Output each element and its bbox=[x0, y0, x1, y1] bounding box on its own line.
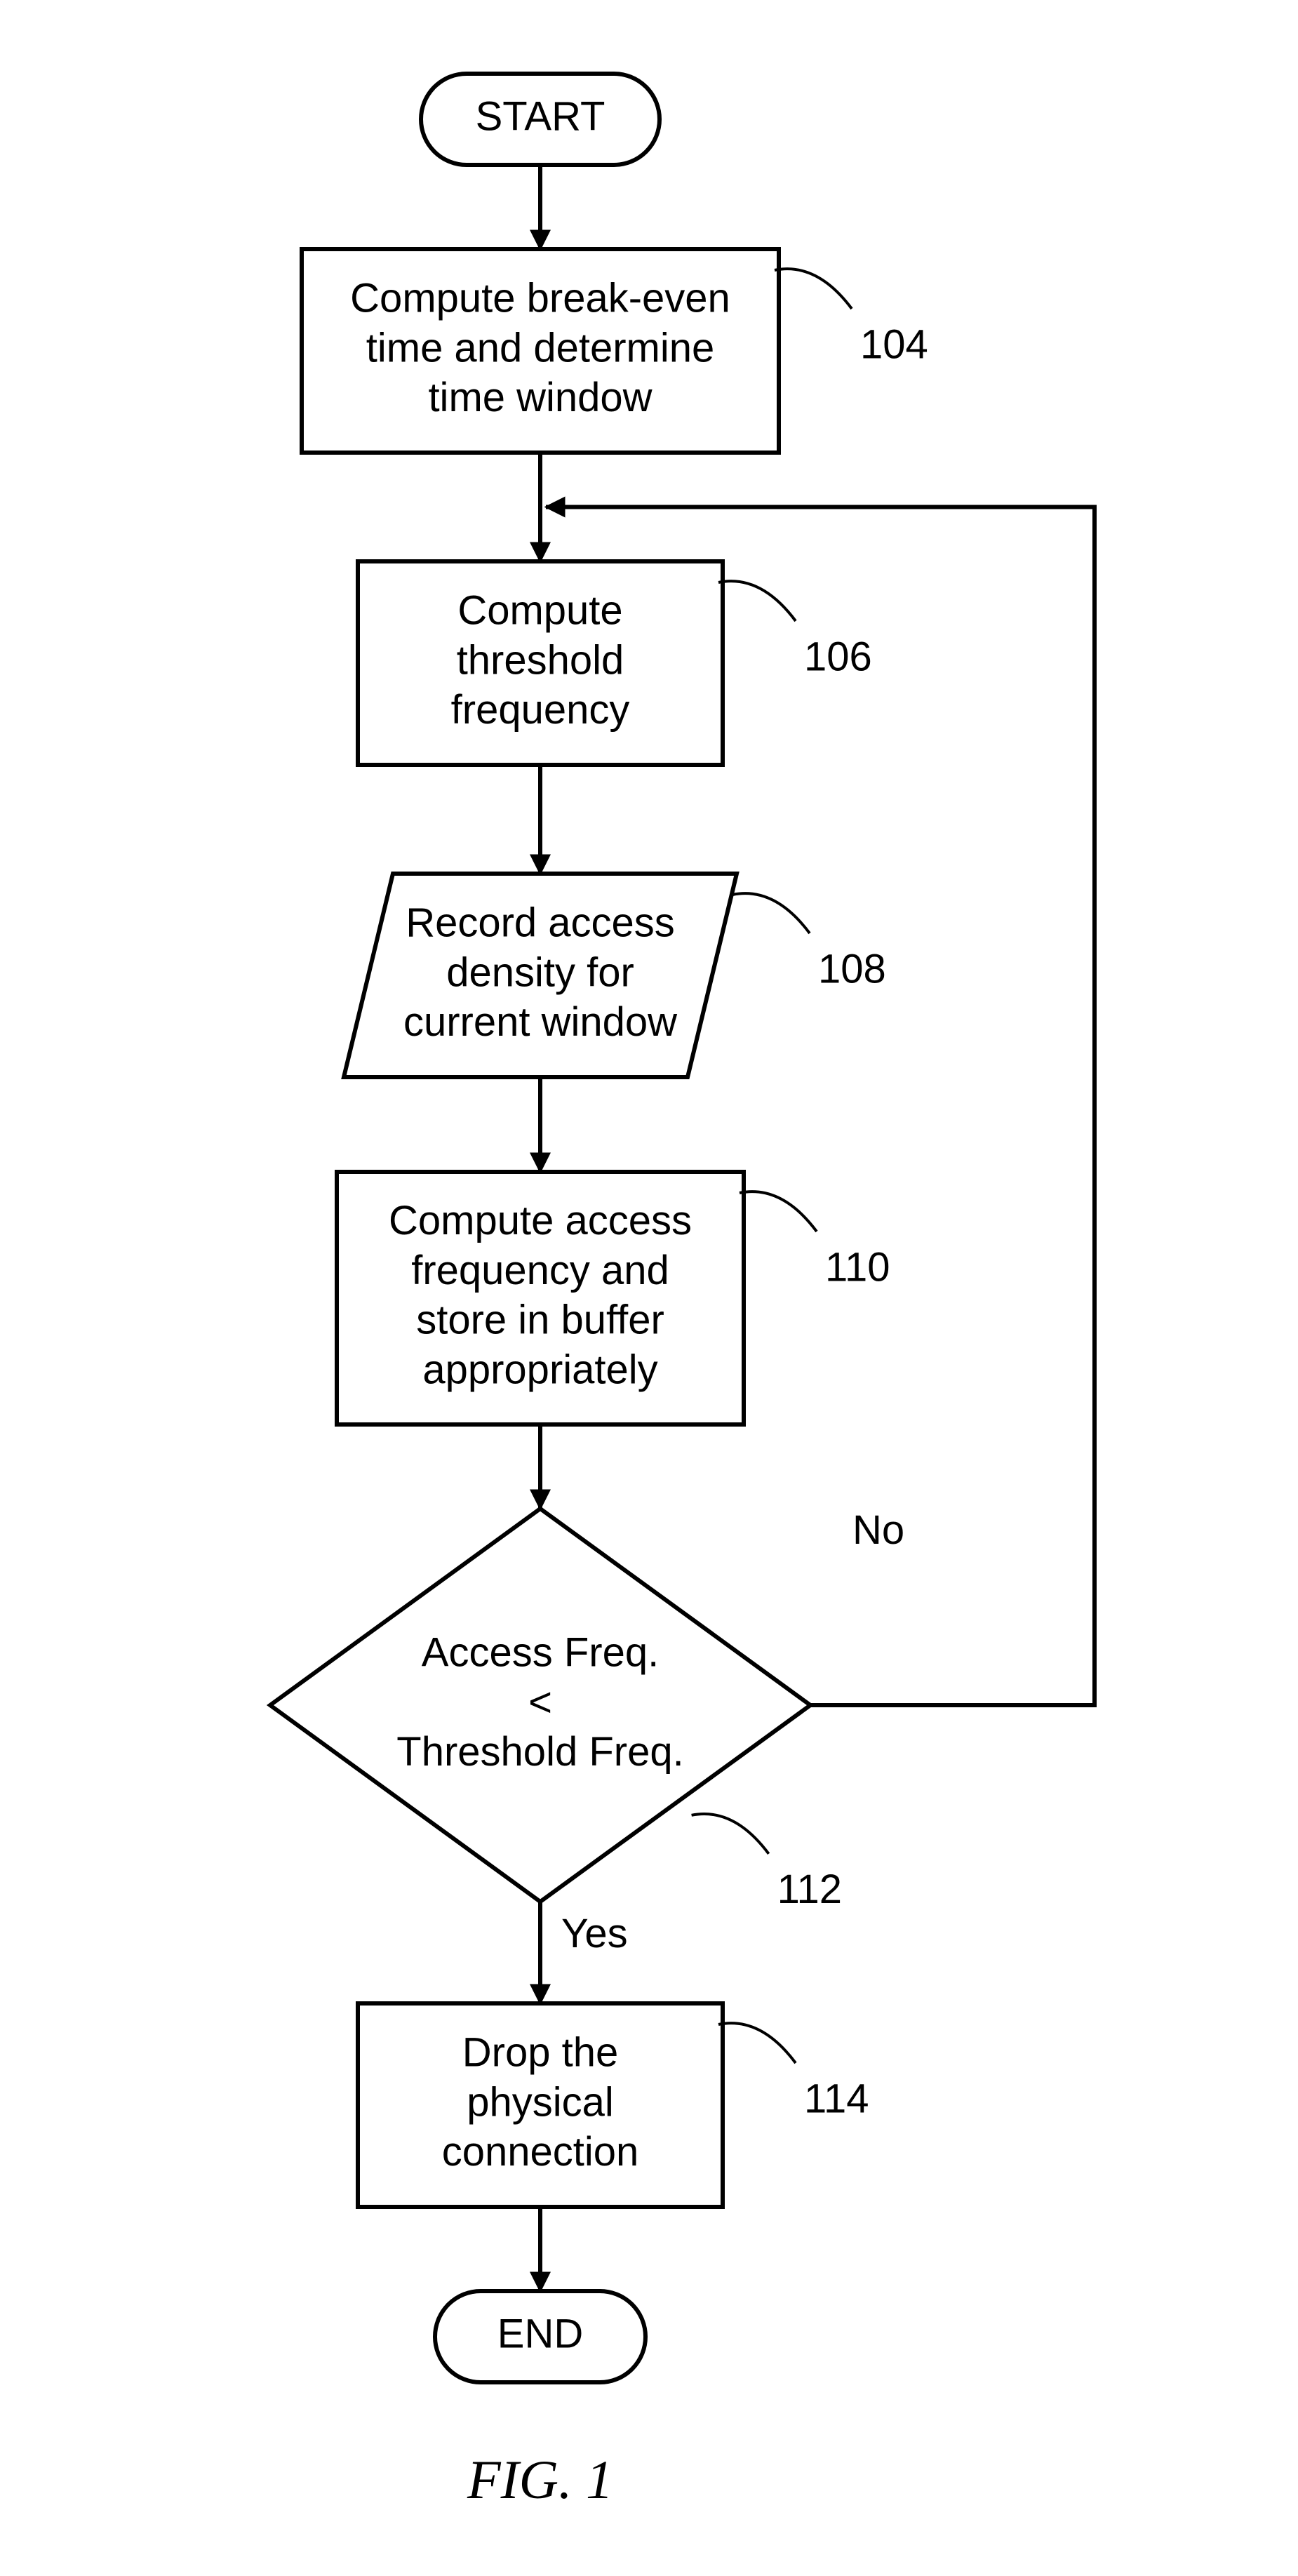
node-n114: Drop thephysicalconnection bbox=[358, 2003, 723, 2207]
edge-label-yes: Yes bbox=[561, 1911, 628, 1956]
node-start: START bbox=[421, 74, 660, 165]
node-n110: Compute access frequency andstore in buff… bbox=[337, 1172, 744, 1424]
ref-108: 108 bbox=[818, 946, 886, 992]
svg-text:Compute: Compute bbox=[457, 588, 622, 634]
svg-text:threshold: threshold bbox=[457, 637, 624, 683]
svg-text:current window: current window bbox=[403, 999, 678, 1045]
svg-text:Access Freq.: Access Freq. bbox=[422, 1630, 659, 1676]
svg-text:time window: time window bbox=[428, 375, 653, 420]
svg-text:Threshold Freq.: Threshold Freq. bbox=[396, 1729, 683, 1775]
svg-text:frequency and: frequency and bbox=[411, 1248, 669, 1293]
svg-text:store in buffer: store in buffer bbox=[416, 1297, 664, 1343]
svg-text:<: < bbox=[528, 1679, 552, 1725]
node-end: END bbox=[435, 2291, 645, 2382]
ref-112: 112 bbox=[777, 1867, 842, 1912]
svg-text:Drop the: Drop the bbox=[462, 2030, 618, 2076]
figure-caption: FIG. 1 bbox=[467, 2449, 613, 2510]
svg-text:END: END bbox=[497, 2311, 583, 2356]
svg-text:START: START bbox=[476, 93, 605, 139]
svg-text:appropriately: appropriately bbox=[422, 1347, 657, 1392]
edge-label-no: No bbox=[852, 1507, 904, 1553]
ref-110: 110 bbox=[825, 1244, 890, 1290]
flowchart-figure: START Compute break-eventime and determin… bbox=[0, 0, 1298, 2576]
svg-text:Compute break-even: Compute break-even bbox=[350, 276, 730, 321]
node-n104: Compute break-eventime and determinetime… bbox=[302, 249, 779, 453]
svg-text:Record access: Record access bbox=[406, 900, 675, 946]
svg-text:density for: density for bbox=[446, 949, 634, 995]
ref-114: 114 bbox=[804, 2076, 869, 2121]
svg-text:time and determine: time and determine bbox=[366, 325, 714, 371]
node-n106: Computethresholdfrequency bbox=[358, 561, 723, 765]
ref-104: 104 bbox=[860, 321, 928, 367]
node-n112: Access Freq.<Threshold Freq. bbox=[270, 1509, 810, 1902]
node-n108: Record accessdensity forcurrent window bbox=[344, 874, 737, 1077]
svg-text:connection: connection bbox=[442, 2129, 639, 2175]
svg-text:Compute access: Compute access bbox=[389, 1198, 692, 1243]
svg-text:frequency: frequency bbox=[451, 687, 630, 733]
ref-106: 106 bbox=[804, 634, 872, 679]
svg-text:physical: physical bbox=[467, 2079, 614, 2125]
